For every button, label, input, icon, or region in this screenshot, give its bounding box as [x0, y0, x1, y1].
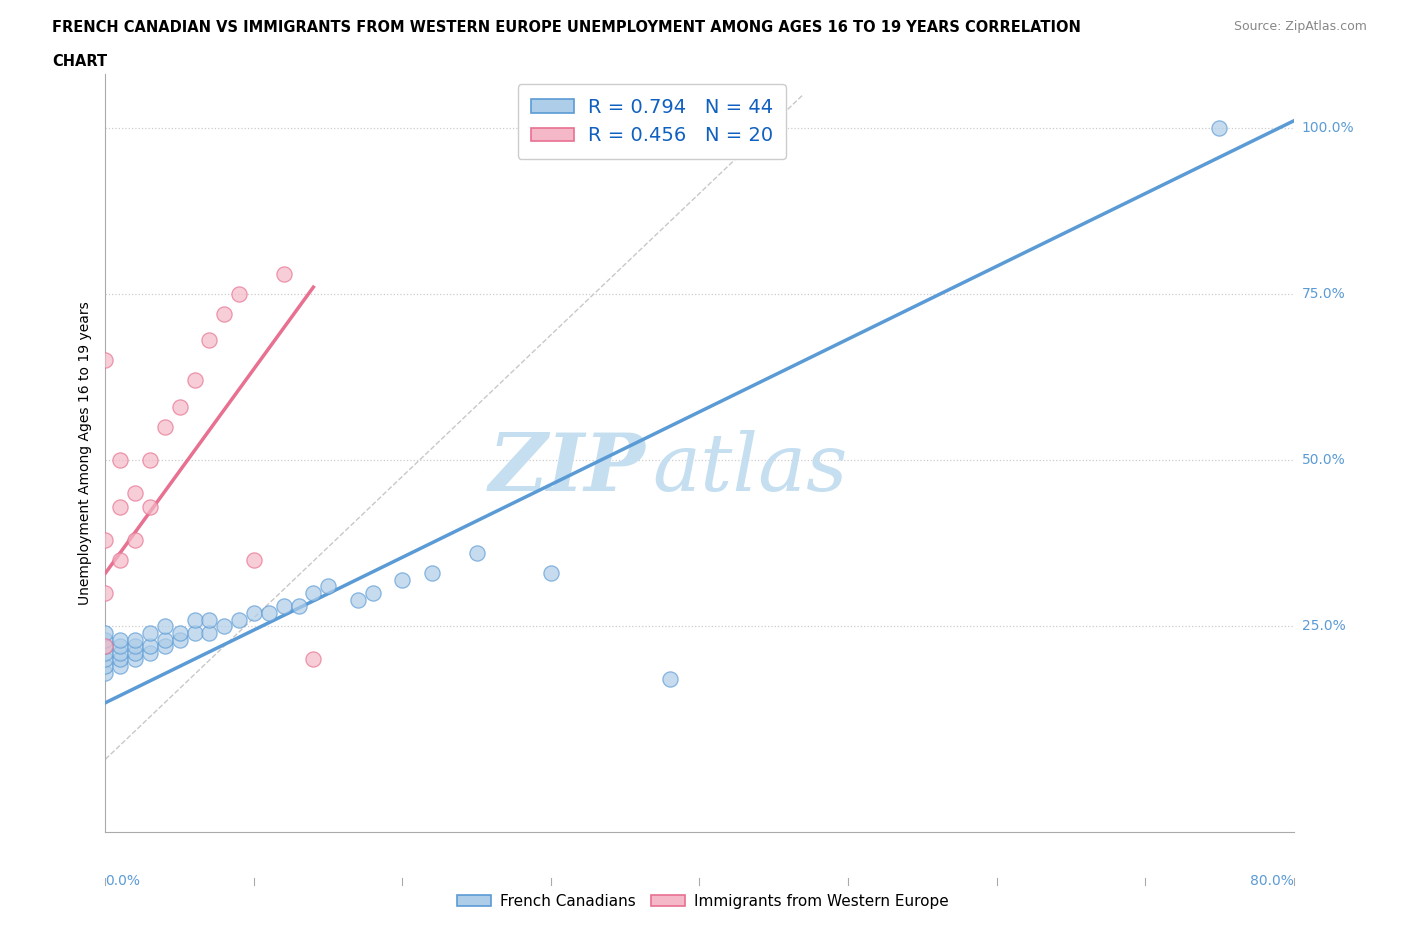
Point: [183, 626, 205, 641]
Point: [153, 639, 176, 654]
Point: [420, 565, 443, 580]
Point: [257, 605, 280, 620]
Point: [198, 612, 221, 627]
Point: [169, 399, 191, 414]
Point: [94, 645, 117, 660]
Point: [139, 499, 162, 514]
Point: [153, 632, 176, 647]
Point: [658, 672, 681, 687]
Point: [94, 632, 117, 647]
Text: atlas: atlas: [652, 430, 848, 507]
Point: [94, 652, 117, 667]
Point: [273, 266, 295, 281]
Point: [94, 626, 117, 641]
Point: [540, 565, 562, 580]
Point: [94, 658, 117, 673]
Point: [110, 645, 132, 660]
Point: [110, 652, 132, 667]
Point: [169, 632, 191, 647]
Point: [302, 652, 325, 667]
Text: 100.0%: 100.0%: [1302, 121, 1354, 135]
Point: [183, 373, 205, 388]
Text: 0.0%: 0.0%: [105, 874, 141, 888]
Text: CHART: CHART: [52, 54, 107, 69]
Point: [198, 626, 221, 641]
Point: [169, 626, 191, 641]
Text: 25.0%: 25.0%: [1302, 619, 1346, 633]
Point: [94, 665, 117, 680]
Point: [316, 578, 339, 593]
Point: [124, 632, 146, 647]
Point: [243, 605, 266, 620]
Point: [139, 626, 162, 641]
Point: [94, 639, 117, 654]
Text: Source: ZipAtlas.com: Source: ZipAtlas.com: [1233, 20, 1367, 33]
Point: [347, 592, 370, 607]
Point: [124, 532, 146, 547]
Point: [124, 652, 146, 667]
Text: 50.0%: 50.0%: [1302, 453, 1346, 467]
Text: FRENCH CANADIAN VS IMMIGRANTS FROM WESTERN EUROPE UNEMPLOYMENT AMONG AGES 16 TO : FRENCH CANADIAN VS IMMIGRANTS FROM WESTE…: [52, 20, 1081, 35]
Point: [214, 618, 236, 633]
Point: [198, 333, 221, 348]
Point: [110, 552, 132, 567]
Point: [110, 632, 132, 647]
Point: [124, 639, 146, 654]
Point: [465, 546, 488, 561]
Point: [361, 586, 384, 601]
Point: [228, 286, 250, 301]
Point: [94, 352, 117, 367]
Point: [273, 599, 295, 614]
Point: [124, 485, 146, 500]
Point: [94, 586, 117, 601]
Text: ZIP: ZIP: [489, 430, 645, 507]
Point: [287, 599, 309, 614]
Point: [110, 499, 132, 514]
Point: [139, 453, 162, 468]
Point: [139, 639, 162, 654]
Point: [391, 572, 413, 587]
Point: [214, 306, 236, 321]
Point: [302, 586, 325, 601]
Point: [94, 532, 117, 547]
Legend: R = 0.794   N = 44, R = 0.456   N = 20: R = 0.794 N = 44, R = 0.456 N = 20: [517, 84, 786, 159]
Point: [183, 612, 205, 627]
Point: [153, 419, 176, 434]
Point: [124, 645, 146, 660]
Text: 75.0%: 75.0%: [1302, 286, 1346, 300]
Point: [110, 658, 132, 673]
Point: [94, 639, 117, 654]
Point: [228, 612, 250, 627]
Legend: French Canadians, Immigrants from Western Europe: French Canadians, Immigrants from Wester…: [451, 888, 955, 915]
Point: [110, 453, 132, 468]
Point: [153, 618, 176, 633]
Point: [1208, 120, 1230, 135]
Point: [243, 552, 266, 567]
Y-axis label: Unemployment Among Ages 16 to 19 years: Unemployment Among Ages 16 to 19 years: [77, 301, 91, 605]
Text: 80.0%: 80.0%: [1250, 874, 1294, 888]
Point: [110, 639, 132, 654]
Point: [139, 645, 162, 660]
